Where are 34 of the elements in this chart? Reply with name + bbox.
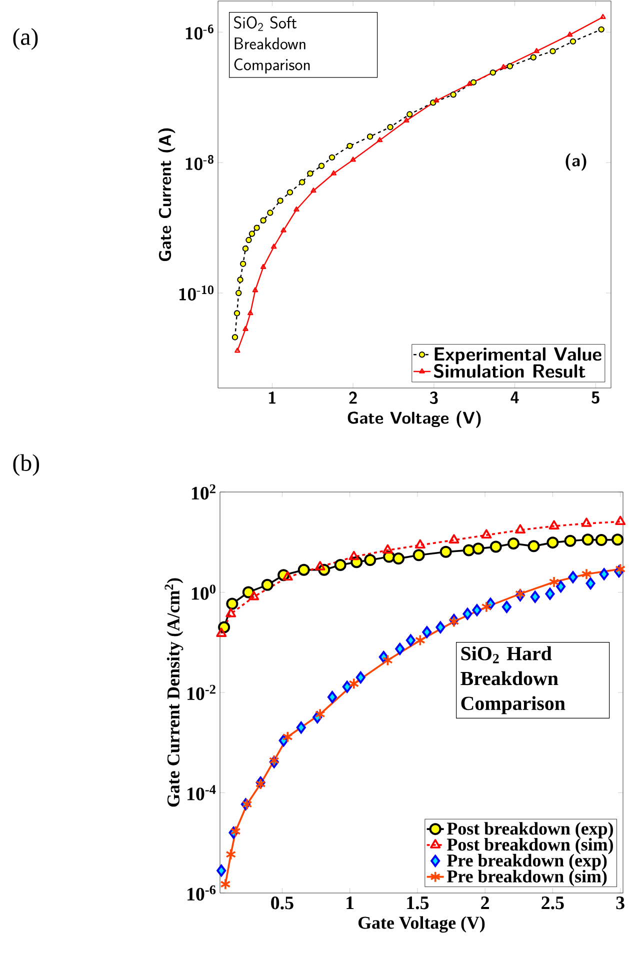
text: (a) [13, 28, 38, 50]
legend-label: Simulation Result [434, 364, 586, 378]
x-tick-label: 1 [268, 392, 276, 404]
legend-label: Pre breakdown (sim) [447, 870, 607, 886]
legend-label: Experimental Value [434, 347, 602, 364]
y-tick-label: 10$^{0}$ [192, 584, 216, 600]
y-tick-label: 10$^{2}$ [192, 484, 216, 500]
x-axis-title: Gate Voltage (V) [358, 916, 485, 933]
y-tick-label: 10$^{-6}$ [186, 24, 214, 40]
y-axis-title: Gate Current Density (A/cm$^{2}$) [164, 578, 184, 807]
y-tick-label: 10$^{-6}$ [188, 885, 216, 901]
x-tick-label: 4 [510, 392, 519, 404]
x-tick-label: 1 [346, 896, 354, 910]
text: (b) [13, 454, 40, 476]
y-tick-label: 10$^{-2}$ [188, 684, 216, 700]
annotation: (a) [566, 154, 586, 170]
x-tick-label: 2 [481, 896, 489, 910]
x-tick-label: 2.5 [542, 896, 564, 910]
x-tick-label: 1.5 [407, 896, 429, 910]
x-axis-title: Gate Voltage (V) [348, 410, 481, 428]
annotation: SiO$_{2}$ Hard Breakdown Comparison [460, 646, 566, 714]
y-tick-label: 10$^{-8}$ [186, 155, 214, 170]
annotation: SiO$_{2}$ Soft Breakdown Comparison [234, 16, 310, 74]
x-tick-label: 5 [592, 392, 600, 404]
legend-label: Post breakdown (exp) [447, 822, 613, 838]
legend-label: Post breakdown (sim) [447, 838, 613, 854]
y-tick-label: 10$^{-10}$ [179, 285, 214, 301]
y-tick-label: 10$^{-4}$ [188, 785, 216, 800]
x-tick-label: 2 [349, 392, 357, 404]
y-axis-title: Gate Current (A) [158, 128, 176, 262]
x-tick-label: 3 [616, 896, 624, 910]
x-tick-label: 0.5 [271, 896, 294, 910]
x-tick-label: 3 [430, 392, 438, 404]
legend-label: Pre breakdown (exp) [447, 854, 607, 870]
